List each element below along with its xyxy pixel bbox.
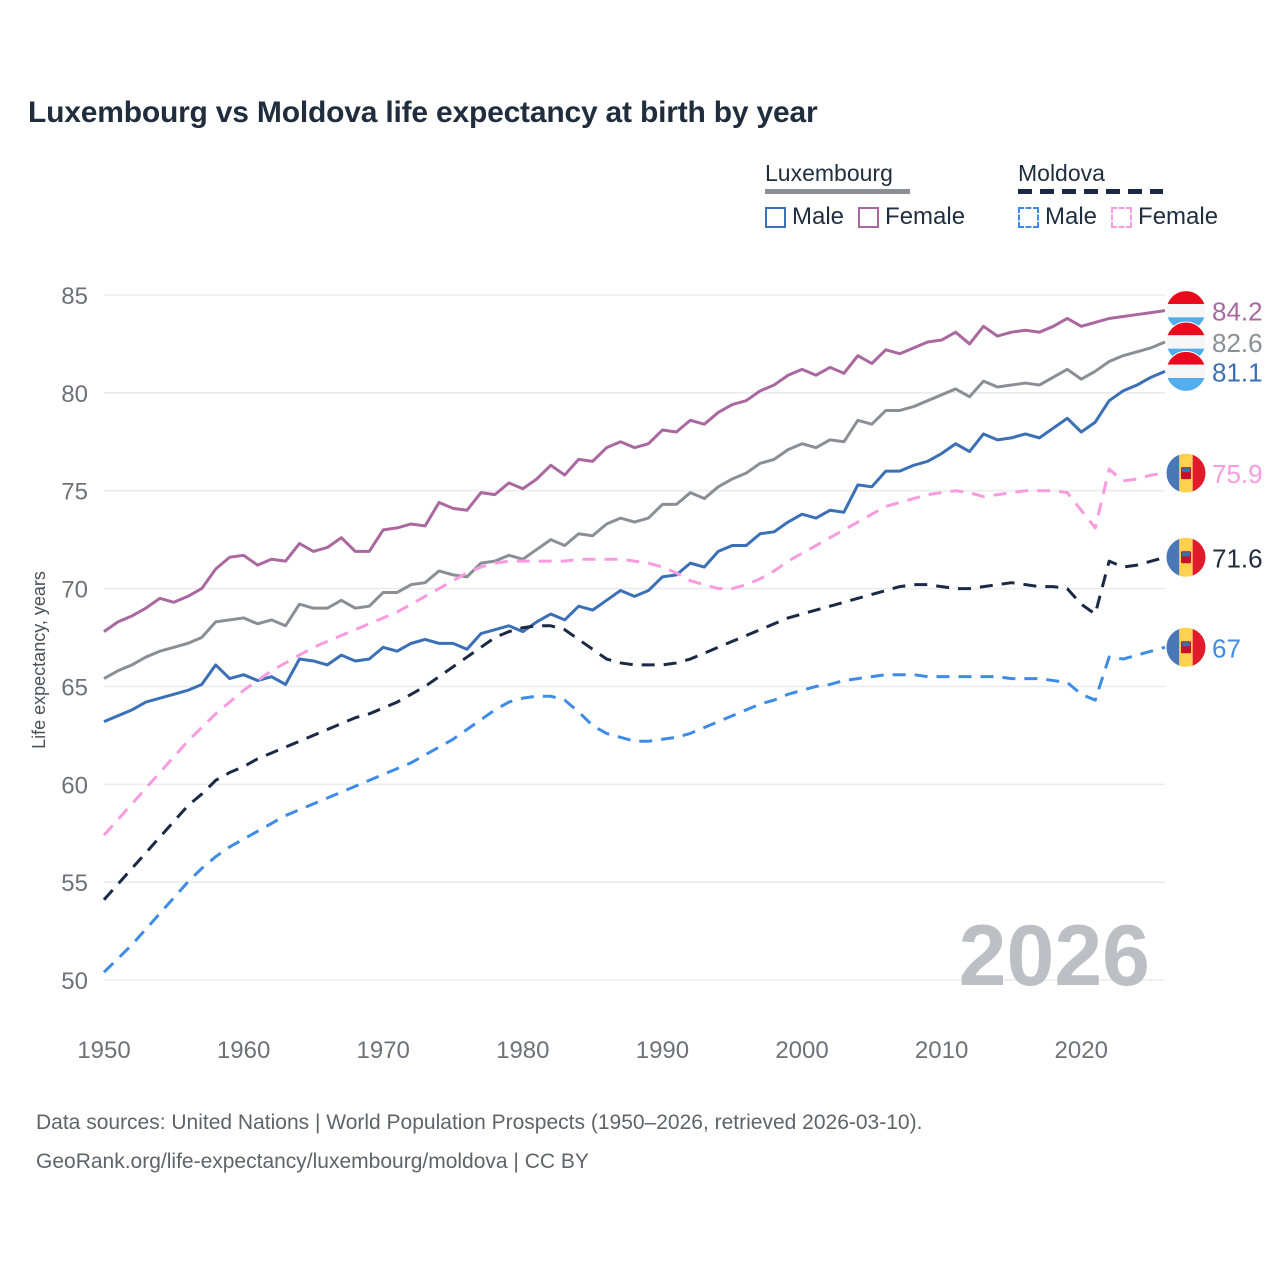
flag-band-white	[1166, 364, 1206, 378]
legend-item-moldova-female[interactable]: Female	[1111, 203, 1218, 231]
flag-band-red	[1192, 537, 1206, 578]
end-value-label: 67	[1212, 633, 1241, 663]
end-label-group: 71.6	[1165, 536, 1263, 578]
x-tick-label: 2020	[1055, 1037, 1108, 1064]
series-line-moldova-total	[102, 555, 1166, 901]
flag-band-red	[1166, 290, 1206, 304]
y-tick-label: 55	[61, 870, 88, 897]
x-tick-label: 1970	[357, 1037, 410, 1064]
flag-band-blue	[1166, 627, 1180, 668]
legend-item-label: Male	[792, 203, 845, 230]
flag-band-white	[1166, 303, 1206, 318]
legend: Luxembourg Male Female Moldova Male Female	[760, 160, 1260, 242]
y-tick-label: 65	[61, 674, 88, 701]
flag-outline	[1165, 536, 1207, 578]
legend-group-luxembourg: Luxembourg Male Female	[765, 160, 965, 231]
flag-icon-moldova	[1166, 627, 1206, 668]
series-line-luxembourg-female	[103, 309, 1166, 633]
x-tick-label: 1950	[77, 1037, 130, 1064]
legend-swatch-icon	[858, 206, 880, 228]
x-tick-label: 1980	[496, 1037, 549, 1064]
flag-band-red	[1166, 321, 1206, 336]
x-tick-label: 2010	[915, 1037, 968, 1064]
legend-item-label: Female	[885, 203, 966, 230]
legend-item-moldova-male[interactable]: Male	[1018, 203, 1097, 231]
end-value-label: 82.6	[1212, 328, 1263, 358]
end-value-label: 81.1	[1212, 357, 1263, 387]
y-tick-label: 50	[61, 968, 88, 995]
y-axis-title: Life expectancy, years	[29, 571, 49, 749]
y-tick-label: 75	[61, 479, 88, 506]
legend-items: Male Female	[1018, 203, 1218, 231]
legend-country-name: Moldova	[1018, 160, 1105, 186]
page-title: Luxembourg vs Moldova life expectancy at…	[28, 96, 818, 129]
legend-country-rule	[765, 189, 910, 194]
series-line-moldova-female	[102, 467, 1166, 837]
legend-country-name: Luxembourg	[765, 160, 893, 186]
year-watermark: 2026	[959, 908, 1150, 1004]
flag-band-white	[1166, 335, 1206, 349]
flag-band-red	[1192, 453, 1206, 494]
legend-item-label: Female	[1138, 203, 1219, 230]
legend-items: Male Female	[765, 203, 965, 231]
end-value-label: 75.9	[1212, 459, 1263, 489]
flag-icon-moldova	[1166, 537, 1206, 578]
flag-outline	[1165, 452, 1207, 494]
flag-emblem-detail	[1182, 642, 1190, 647]
flag-band-red	[1166, 351, 1206, 365]
end-value-label: 71.6	[1212, 543, 1263, 573]
legend-group-moldova: Moldova Male Female	[1018, 160, 1218, 231]
series-line-moldova-male	[102, 645, 1166, 974]
flag-band-blue	[1166, 537, 1180, 578]
legend-item-label: Male	[1045, 203, 1098, 230]
footer-line-2: GeoRank.org/life-expectancy/luxembourg/m…	[36, 1150, 589, 1173]
flag-outline	[1165, 626, 1207, 668]
y-tick-label: 60	[61, 772, 88, 799]
end-label-group: 81.1	[1165, 350, 1263, 392]
flag-icon-luxembourg	[1166, 351, 1206, 392]
legend-swatch-icon	[1018, 206, 1039, 228]
series-line-luxembourg-male	[103, 369, 1166, 724]
flag-band-red	[1192, 627, 1206, 668]
x-tick-label: 2000	[775, 1037, 828, 1064]
end-label-group: 67	[1165, 626, 1241, 668]
y-tick-label: 70	[61, 577, 88, 604]
legend-swatch-icon	[1111, 206, 1133, 228]
flag-emblem-detail	[1182, 468, 1190, 473]
flag-band-blue	[1166, 377, 1206, 392]
x-tick-label: 1990	[636, 1037, 689, 1064]
footer-line-1: Data sources: United Nations | World Pop…	[36, 1111, 923, 1134]
series-line-luxembourg-total	[103, 340, 1166, 680]
y-tick-label: 85	[61, 283, 88, 310]
flag-band-blue	[1166, 453, 1180, 494]
flag-icon-moldova	[1166, 453, 1206, 494]
legend-item-luxembourg-male[interactable]: Male	[765, 203, 844, 231]
end-label-group: 75.9	[1165, 452, 1263, 494]
legend-item-luxembourg-female[interactable]: Female	[858, 203, 965, 231]
flag-emblem-detail	[1182, 552, 1190, 557]
legend-swatch-icon	[765, 206, 786, 228]
end-value-label: 84.2	[1212, 297, 1263, 327]
end-label-group: 82.6	[1165, 321, 1263, 363]
footer-attribution: Data sources: United Nations | World Pop…	[36, 1103, 922, 1181]
legend-country-rule	[1018, 189, 1163, 194]
y-tick-label: 80	[61, 381, 88, 408]
x-tick-label: 1960	[217, 1037, 270, 1064]
flag-outline	[1165, 350, 1207, 392]
